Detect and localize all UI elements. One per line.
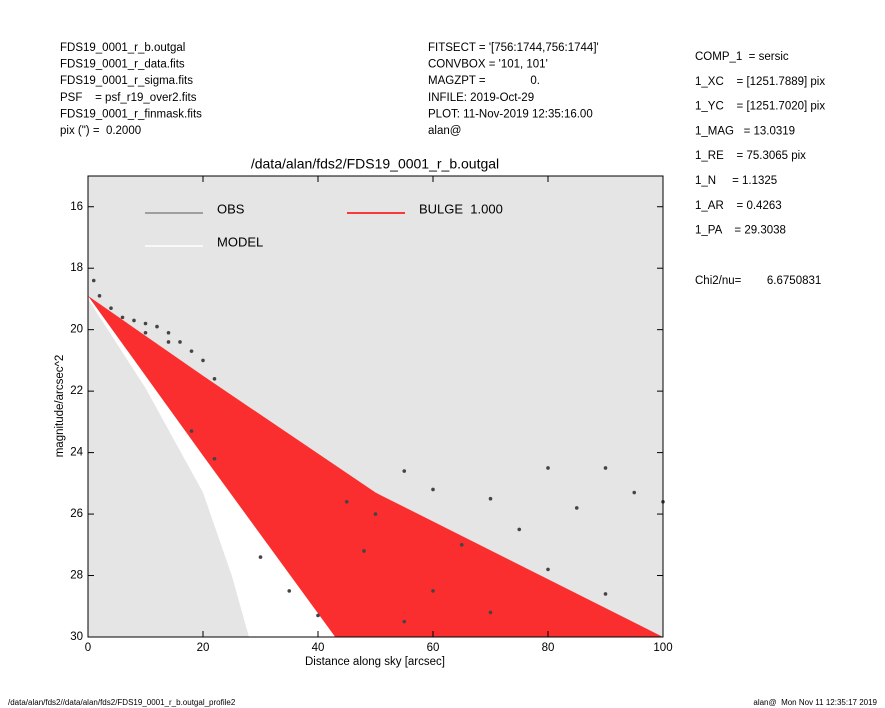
x-tick-label: 20 [197, 642, 210, 654]
obs-point [459, 543, 464, 547]
obs-point [344, 499, 349, 504]
header-left-line: FDS19_0001_r_finmask.fits [60, 108, 202, 120]
obs-point [97, 294, 102, 298]
obs-point [603, 466, 608, 470]
y-axis-label: magnitude/arcsec^2 [54, 355, 66, 458]
x-tick-label: 80 [542, 642, 555, 654]
obs-point [109, 306, 113, 310]
x-axis-label: Distance along sky [arcsec] [305, 656, 445, 668]
obs-point [632, 490, 637, 495]
obs-point [155, 324, 159, 329]
obs-point [166, 340, 171, 344]
y-tick-label: 24 [70, 447, 83, 459]
obs-point [431, 487, 435, 492]
obs-point [362, 549, 366, 553]
obs-point [212, 456, 217, 461]
parameter-line: 1_YC = [1251.7020] pix [695, 101, 825, 113]
obs-point [546, 567, 550, 572]
legend-label: BULGE 1.000 [419, 201, 503, 216]
obs-point [431, 589, 435, 593]
obs-point [143, 330, 148, 335]
obs-point [258, 555, 263, 559]
obs-point [402, 469, 407, 473]
x-tick-label: 0 [85, 642, 91, 654]
header-left-line: FDS19_0001_r_sigma.fits [60, 75, 193, 87]
obs-point [373, 512, 378, 516]
legend-label: MODEL [217, 234, 263, 249]
header-left-line: FDS19_0001_r_b.outgal [60, 42, 185, 54]
parameter-line: 1_AR = 0.4263 [695, 200, 782, 212]
obs-point [546, 466, 550, 470]
parameter-line: 1_XC = [1251.7889] pix [695, 76, 825, 88]
chart-title: /data/alan/fds2/FDS19_0001_r_b.outgal [251, 156, 499, 172]
header-middle-line: PLOT: 11-Nov-2019 12:35:16.00 [428, 108, 593, 120]
y-tick-label: 20 [70, 324, 83, 336]
footer-stamp: alan@ Mon Nov 11 12:35:17 2019 [753, 698, 877, 707]
header-middle-line: MAGZPT = 0. [428, 75, 540, 87]
parameter-line: 1_RE = 75.3065 pix [695, 150, 806, 162]
parameter-line: 1_PA = 29.3038 [695, 225, 786, 237]
parameter-line: 1_N = 1.1325 [695, 175, 777, 187]
header-left-line: FDS19_0001_r_data.fits [60, 59, 185, 71]
obs-point [166, 330, 171, 335]
header-middle-line: FITSECT = '[756:1744,756:1744]' [428, 42, 599, 54]
header-middle-line: INFILE: 2019-Oct-29 [428, 92, 534, 104]
y-tick-label: 26 [70, 508, 83, 520]
obs-point [488, 610, 493, 615]
header-left-line: pix (") = 0.2000 [60, 125, 141, 137]
x-tick-label: 40 [312, 642, 325, 654]
y-tick-label: 18 [70, 262, 83, 274]
obs-point [517, 527, 522, 532]
obs-point [91, 278, 96, 283]
obs-point [316, 613, 320, 618]
chi2: Chi2/nu= 6.6750831 [695, 275, 821, 287]
legend-label: OBS [217, 201, 245, 216]
header-middle-line: alan@ [428, 125, 461, 137]
obs-point [132, 318, 136, 323]
parameter-line: 1_MAG = 13.0319 [695, 125, 795, 137]
header-middle-line: CONVBOX = '101, 101' [428, 59, 548, 71]
area [88, 295, 663, 637]
obs-point [178, 340, 182, 344]
obs-point [574, 506, 579, 510]
parameter-line: COMP_1 = sersic [695, 51, 789, 63]
obs-point [189, 429, 194, 433]
obs-point [143, 321, 148, 326]
obs-point [189, 349, 194, 353]
obs-point [212, 377, 217, 381]
y-tick-label: 28 [70, 570, 83, 582]
header-left-line: PSF = psf_r19_over2.fits [60, 92, 197, 104]
x-tick-label: 60 [427, 642, 440, 654]
y-tick-label: 22 [70, 385, 83, 397]
obs-point [120, 315, 125, 320]
obs-point [201, 358, 205, 363]
obs-point [603, 592, 608, 596]
obs-point [488, 496, 493, 501]
obs-point [402, 619, 407, 624]
obs-point [287, 589, 292, 593]
x-tick-label: 100 [653, 642, 672, 654]
y-tick-label: 30 [70, 631, 83, 643]
y-tick-label: 16 [70, 201, 83, 213]
plot-frame [87, 175, 664, 638]
footer-path: /data/alan/fds2//data/alan/fds2/FDS19_00… [8, 698, 236, 707]
